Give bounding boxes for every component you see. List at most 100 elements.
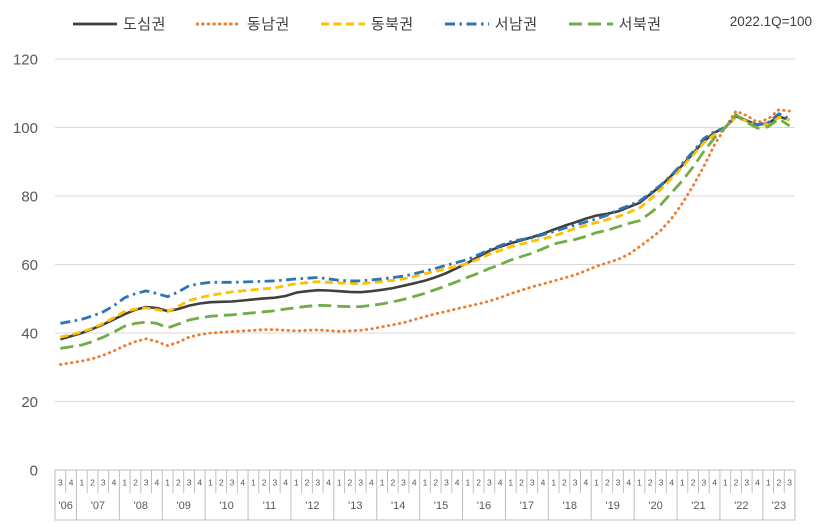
svg-text:4: 4 bbox=[626, 478, 631, 488]
legend-item-seonam: 서남권 bbox=[444, 13, 538, 34]
svg-text:2: 2 bbox=[176, 478, 181, 488]
base-period-note: 2022.1Q=100 bbox=[729, 14, 812, 29]
svg-text:'14: '14 bbox=[391, 500, 405, 512]
svg-text:'13: '13 bbox=[348, 500, 362, 512]
svg-text:'07: '07 bbox=[91, 500, 105, 512]
svg-text:3: 3 bbox=[144, 478, 149, 488]
svg-text:2: 2 bbox=[90, 478, 95, 488]
svg-text:1: 1 bbox=[165, 478, 170, 488]
svg-text:2: 2 bbox=[262, 478, 267, 488]
svg-text:1: 1 bbox=[680, 478, 685, 488]
svg-text:100: 100 bbox=[13, 120, 38, 137]
svg-text:4: 4 bbox=[240, 478, 245, 488]
svg-text:'08: '08 bbox=[134, 500, 148, 512]
legend-label: 서남권 bbox=[494, 16, 538, 33]
svg-text:4: 4 bbox=[283, 478, 288, 488]
legend-label: 도심권 bbox=[123, 16, 166, 33]
legend-label: 동남권 bbox=[246, 16, 290, 33]
svg-text:1: 1 bbox=[723, 478, 728, 488]
svg-text:4: 4 bbox=[155, 478, 160, 488]
svg-text:'18: '18 bbox=[563, 500, 577, 512]
svg-text:'22: '22 bbox=[734, 500, 748, 512]
svg-text:'09: '09 bbox=[177, 500, 191, 512]
svg-text:2: 2 bbox=[433, 478, 438, 488]
svg-text:2: 2 bbox=[219, 478, 224, 488]
svg-text:1: 1 bbox=[594, 478, 599, 488]
svg-text:3: 3 bbox=[530, 478, 535, 488]
svg-text:4: 4 bbox=[498, 478, 503, 488]
svg-text:40: 40 bbox=[21, 326, 38, 343]
svg-text:120: 120 bbox=[13, 52, 38, 69]
svg-text:4: 4 bbox=[712, 478, 717, 488]
svg-text:3: 3 bbox=[487, 478, 492, 488]
svg-text:1: 1 bbox=[466, 478, 471, 488]
svg-text:1: 1 bbox=[294, 478, 299, 488]
svg-text:1: 1 bbox=[79, 478, 84, 488]
legend-item-dongbuk: 동북권 bbox=[320, 13, 414, 34]
svg-text:3: 3 bbox=[230, 478, 235, 488]
svg-text:3: 3 bbox=[787, 478, 792, 488]
svg-text:3: 3 bbox=[616, 478, 621, 488]
svg-text:'10: '10 bbox=[219, 500, 233, 512]
svg-text:'23: '23 bbox=[772, 500, 786, 512]
svg-text:1: 1 bbox=[208, 478, 213, 488]
svg-text:'19: '19 bbox=[606, 500, 620, 512]
svg-text:4: 4 bbox=[197, 478, 202, 488]
legend-item-seobuk: 서북권 bbox=[568, 13, 662, 34]
svg-text:'15: '15 bbox=[434, 500, 448, 512]
svg-text:1: 1 bbox=[508, 478, 513, 488]
svg-text:4: 4 bbox=[584, 478, 589, 488]
svg-text:'06: '06 bbox=[59, 500, 73, 512]
svg-text:3: 3 bbox=[58, 478, 63, 488]
svg-text:3: 3 bbox=[573, 478, 578, 488]
legend-label: 동북권 bbox=[370, 16, 414, 33]
svg-text:2: 2 bbox=[305, 478, 310, 488]
svg-text:1: 1 bbox=[122, 478, 127, 488]
legend-item-dosim: 도심권 bbox=[72, 13, 166, 34]
svg-text:'16: '16 bbox=[477, 500, 491, 512]
svg-text:4: 4 bbox=[326, 478, 331, 488]
svg-text:1: 1 bbox=[637, 478, 642, 488]
svg-text:1: 1 bbox=[423, 478, 428, 488]
svg-text:4: 4 bbox=[369, 478, 374, 488]
legend-label: 서북권 bbox=[618, 16, 662, 33]
svg-text:3: 3 bbox=[701, 478, 706, 488]
svg-text:'11: '11 bbox=[263, 500, 277, 512]
svg-text:3: 3 bbox=[444, 478, 449, 488]
svg-text:2: 2 bbox=[605, 478, 610, 488]
legend-line-dashdot-icon bbox=[444, 22, 489, 25]
svg-text:'21: '21 bbox=[691, 500, 705, 512]
svg-text:2: 2 bbox=[133, 478, 138, 488]
svg-text:20: 20 bbox=[21, 394, 38, 411]
svg-text:2: 2 bbox=[476, 478, 481, 488]
svg-text:3: 3 bbox=[659, 478, 664, 488]
svg-text:1: 1 bbox=[337, 478, 342, 488]
svg-text:80: 80 bbox=[21, 189, 38, 206]
svg-text:4: 4 bbox=[541, 478, 546, 488]
svg-text:3: 3 bbox=[401, 478, 406, 488]
legend-line-dotted-icon bbox=[195, 22, 242, 25]
svg-text:60: 60 bbox=[21, 257, 38, 274]
svg-text:3: 3 bbox=[315, 478, 320, 488]
svg-text:'17: '17 bbox=[520, 500, 534, 512]
svg-text:3: 3 bbox=[744, 478, 749, 488]
svg-text:3: 3 bbox=[272, 478, 277, 488]
svg-text:4: 4 bbox=[69, 478, 74, 488]
svg-text:1: 1 bbox=[251, 478, 256, 488]
svg-text:1: 1 bbox=[551, 478, 556, 488]
svg-text:4: 4 bbox=[669, 478, 674, 488]
svg-text:1: 1 bbox=[766, 478, 771, 488]
svg-text:1: 1 bbox=[380, 478, 385, 488]
svg-text:0: 0 bbox=[30, 463, 38, 480]
svg-text:2: 2 bbox=[390, 478, 395, 488]
svg-text:2: 2 bbox=[562, 478, 567, 488]
svg-text:2: 2 bbox=[348, 478, 353, 488]
svg-text:4: 4 bbox=[455, 478, 460, 488]
svg-text:2: 2 bbox=[777, 478, 782, 488]
legend-line-dashed-icon bbox=[320, 22, 365, 25]
svg-text:2: 2 bbox=[519, 478, 524, 488]
svg-text:3: 3 bbox=[358, 478, 363, 488]
svg-text:4: 4 bbox=[755, 478, 760, 488]
